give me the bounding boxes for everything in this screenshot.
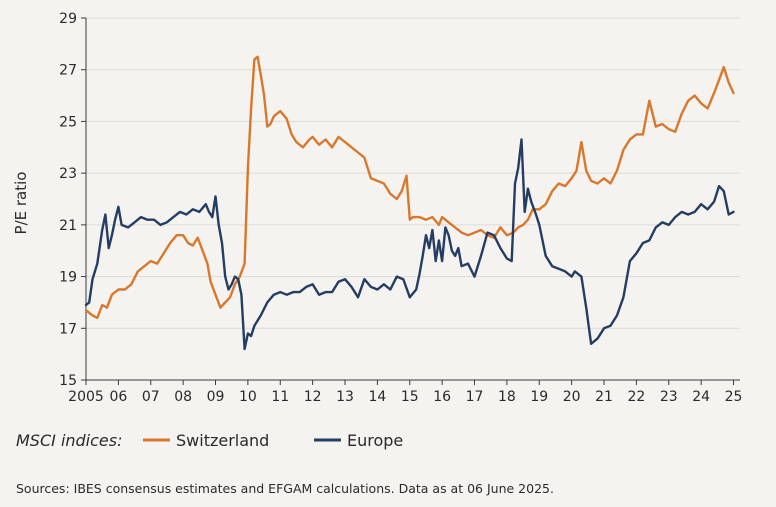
x-ticks: 2005 06 07 08 09 10 11 12 13 14 15 16 17 18 19 20 21 22 23… bbox=[68, 380, 742, 405]
x-tick-label-12: 12 bbox=[304, 389, 322, 405]
x-tick-label-08: 08 bbox=[174, 389, 192, 405]
y-tick-label-23: 23 bbox=[59, 166, 77, 182]
series bbox=[84, 55, 735, 351]
y-ticks: 15 17 19 21 23 25 27 29 bbox=[59, 11, 86, 389]
gridlines bbox=[86, 17, 740, 329]
x-tick-label-06: 06 bbox=[109, 389, 127, 405]
series-line-switzerland bbox=[84, 55, 735, 320]
x-tick-label-20: 20 bbox=[563, 389, 581, 405]
y-axis-title: P/E ratio bbox=[12, 172, 30, 235]
x-tick-label-2005: 2005 bbox=[68, 389, 104, 405]
y-tick-label-21: 21 bbox=[59, 218, 77, 234]
y-tick-label-15: 15 bbox=[59, 373, 77, 389]
x-tick-label-09: 09 bbox=[207, 389, 225, 405]
y-tick-label-27: 27 bbox=[59, 63, 77, 79]
x-tick-label-21: 21 bbox=[595, 389, 613, 405]
x-tick-label-16: 16 bbox=[433, 389, 451, 405]
x-tick-label-22: 22 bbox=[627, 389, 645, 405]
y-tick-label-17: 17 bbox=[59, 321, 77, 337]
y-tick-label-25: 25 bbox=[59, 114, 77, 130]
legend: MSCI indices: Switzerland Europe bbox=[16, 431, 403, 450]
legend-label-switzerland: Switzerland bbox=[176, 431, 269, 450]
x-tick-label-13: 13 bbox=[336, 389, 354, 405]
y-tick-label-29: 29 bbox=[59, 11, 77, 27]
legend-label-europe: Europe bbox=[347, 431, 403, 450]
x-tick-label-15: 15 bbox=[401, 389, 419, 405]
axes bbox=[85, 18, 740, 381]
series-line-europe bbox=[84, 138, 735, 351]
x-tick-label-23: 23 bbox=[660, 389, 678, 405]
x-tick-label-11: 11 bbox=[271, 389, 289, 405]
x-tick-label-10: 10 bbox=[239, 389, 257, 405]
x-tick-label-24: 24 bbox=[692, 389, 710, 405]
x-tick-label-25: 25 bbox=[725, 389, 743, 405]
x-tick-label-19: 19 bbox=[530, 389, 548, 405]
x-tick-label-07: 07 bbox=[142, 389, 160, 405]
source-note: Sources: IBES consensus estimates and EF… bbox=[16, 481, 554, 496]
x-tick-label-14: 14 bbox=[368, 389, 386, 405]
legend-title: MSCI indices: bbox=[16, 431, 123, 450]
x-tick-label-18: 18 bbox=[498, 389, 516, 405]
y-tick-label-19: 19 bbox=[59, 270, 77, 286]
x-tick-label-17: 17 bbox=[466, 389, 484, 405]
